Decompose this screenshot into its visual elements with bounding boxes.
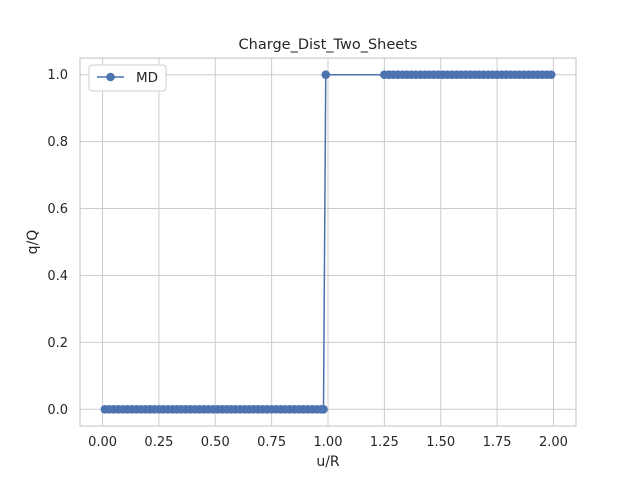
legend: MD [88, 64, 167, 92]
y-axis-label: q/Q [25, 230, 41, 255]
data-point [546, 70, 556, 80]
plot-frame [79, 57, 577, 427]
y-tick-label: 0.6 [47, 202, 68, 217]
x-tick-label: 1.50 [426, 435, 455, 450]
legend-marker-swatch [106, 72, 115, 82]
data-point [321, 70, 331, 80]
x-tick-labels: 0.00 0.25 0.50 0.75 1.00 1.25 1.50 1.75 2.00 [88, 435, 568, 450]
x-tick-label: 2.00 [539, 435, 568, 450]
data-point [319, 404, 328, 414]
y-tick-labels: 0.0 0.2 0.4 0.6 0.8 1.0 [47, 68, 68, 418]
chart-title: Charge_Dist_Two_Sheets [239, 37, 418, 53]
x-tick-label: 1.75 [483, 435, 512, 450]
x-tick-label: 0.25 [144, 435, 173, 450]
y-tick-label: 0.4 [47, 269, 68, 284]
x-tick-label: 1.00 [314, 435, 343, 450]
y-tick-label: 0.2 [47, 336, 68, 351]
series-layer [100, 70, 556, 414]
y-tick-label: 0.0 [47, 403, 68, 418]
x-tick-label: 0.75 [257, 435, 286, 450]
x-tick-label: 0.50 [201, 435, 230, 450]
y-tick-label: 0.8 [47, 135, 68, 150]
x-tick-label: 0.00 [88, 435, 117, 450]
x-tick-label: 1.25 [370, 435, 399, 450]
legend-label: MD [136, 70, 158, 86]
y-tick-label: 1.0 [47, 68, 68, 83]
legend-box [88, 64, 167, 92]
x-axis-label: u/R [316, 454, 340, 470]
